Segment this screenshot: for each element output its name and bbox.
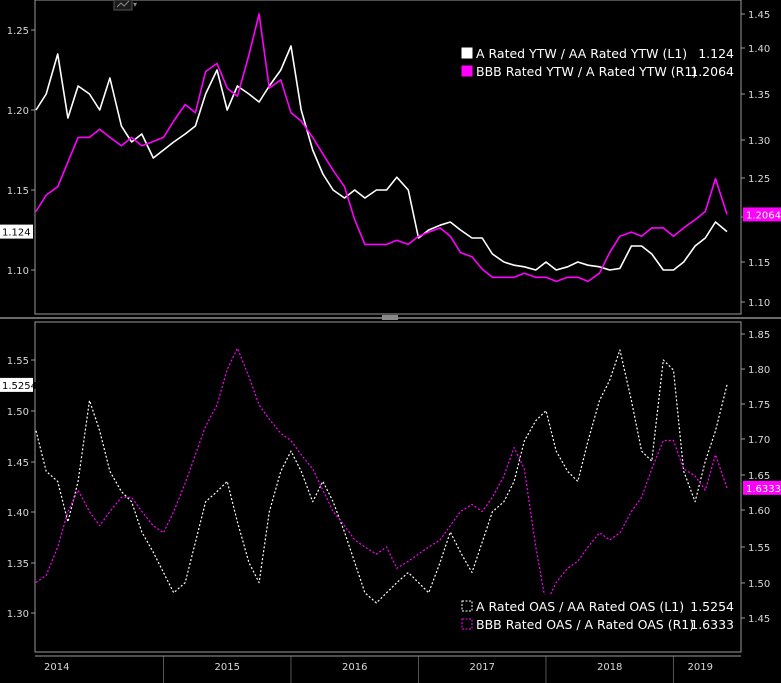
- right-tick-label: 1.30: [748, 136, 770, 147]
- right-tick-label: 1.70: [748, 435, 770, 446]
- legend-swatch: [461, 65, 473, 77]
- legend-swatch: [461, 47, 473, 59]
- right-tick-label: 1.45: [748, 614, 770, 625]
- legend-entry-value: 1.6333: [690, 617, 734, 632]
- left-tick-label: 1.25: [7, 26, 29, 37]
- x-tick-label: 2014: [44, 662, 69, 673]
- legend-entry-name: A Rated OAS / AA Rated OAS (L1): [476, 599, 684, 614]
- bottom-legend: A Rated OAS / AA Rated OAS (L1) 1.5254 BBB…: [458, 595, 738, 633]
- oas-series-line-1: [35, 349, 728, 604]
- last-value-label: 1.2064: [746, 210, 781, 221]
- right-tick-label: 1.75: [748, 400, 770, 411]
- plot-area: [35, 13, 728, 605]
- last-value-label: 1.5254: [2, 381, 37, 392]
- axes: 1.25 1.20 1.15 1.10 1.45 1.40 1.35 1.30 1.25 1.20…: [0, 10, 781, 683]
- oas-series-line-2: [35, 347, 728, 605]
- left-tick-label: 1.50: [7, 407, 29, 418]
- left-tick-label: 1.20: [7, 106, 29, 117]
- x-tick-label: 2018: [597, 662, 622, 673]
- panel-resize-handle[interactable]: [382, 315, 398, 320]
- left-tick-label: 1.15: [7, 186, 29, 197]
- x-tick-label: 2015: [215, 662, 240, 673]
- ytw-series-line-2: [35, 13, 728, 283]
- left-tick-label: 1.35: [7, 559, 29, 570]
- x-tick-label: 2016: [342, 662, 367, 673]
- legend-entry-name: A Rated YTW / AA Rated YTW (L1): [476, 46, 687, 61]
- bottom-panel-frame: [34, 321, 742, 653]
- left-tick-label: 1.30: [7, 609, 29, 620]
- x-tick-label: 2019: [688, 662, 713, 673]
- legend-entry-value: 1.2064: [690, 64, 734, 79]
- last-value-tag: [743, 480, 781, 495]
- right-tick-label: 1.15: [748, 258, 770, 269]
- legend-swatch: [461, 618, 473, 630]
- ytw-series-line-1: [35, 45, 728, 271]
- last-value-tag: [743, 207, 781, 222]
- left-tick-label: 1.40: [7, 508, 29, 519]
- legend-entry-value: 1.124: [698, 46, 734, 61]
- legends: A Rated YTW / AA Rated YTW (L1) 1.124BBB …: [458, 42, 738, 633]
- last-value-label: 1.6333: [746, 484, 781, 495]
- right-tick-label: 1.85: [748, 330, 770, 341]
- last-value-tag: [0, 224, 33, 239]
- right-tick-label: 1.25: [748, 174, 770, 185]
- chevron-down-icon[interactable]: ▾: [133, 0, 137, 9]
- right-tick-label: 1.55: [748, 543, 770, 554]
- chart-frames: [0, 0, 781, 653]
- right-tick-label: 1.35: [748, 90, 770, 101]
- last-value-tag: [0, 377, 33, 392]
- right-tick-label: 1.10: [748, 298, 770, 309]
- right-tick-label: 1.50: [748, 579, 770, 590]
- right-tick-label: 1.45: [748, 10, 770, 21]
- left-tick-label: 1.10: [7, 266, 29, 277]
- legend-entry-value: 1.5254: [690, 599, 734, 614]
- legend-swatch: [461, 600, 473, 612]
- left-tick-label: 1.45: [7, 458, 29, 469]
- legend-box: [458, 595, 738, 633]
- legend-entry-name: BBB Rated YTW / A Rated YTW (R1): [476, 64, 697, 79]
- legend-entry-name: BBB Rated OAS / A Rated OAS (R1): [476, 617, 694, 632]
- right-tick-label: 1.40: [748, 44, 770, 55]
- left-tick-label: 1.55: [7, 356, 29, 367]
- right-tick-label: 1.65: [748, 471, 770, 482]
- chart-icon-glyph: [116, 0, 130, 8]
- chart-toolbar[interactable]: ▾: [113, 0, 137, 11]
- last-value-label: 1.124: [2, 228, 31, 239]
- legend-box: [458, 42, 738, 80]
- x-tick-label: 2017: [469, 662, 494, 673]
- top-legend: A Rated YTW / AA Rated YTW (L1) 1.124BBB …: [458, 42, 738, 80]
- top-panel-frame: [34, 0, 742, 315]
- right-tick-label: 1.80: [748, 365, 770, 376]
- right-tick-label: 1.60: [748, 506, 770, 517]
